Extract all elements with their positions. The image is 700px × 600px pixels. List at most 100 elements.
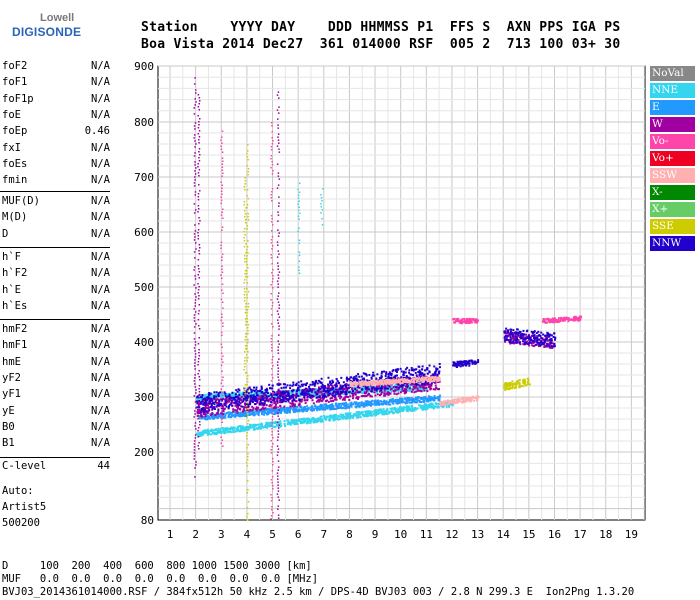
data-point (418, 380, 421, 383)
data-point (342, 406, 345, 409)
data-point (204, 398, 207, 401)
data-point (344, 401, 347, 404)
data-point (257, 409, 260, 412)
data-point (255, 388, 258, 391)
header-labels: Station YYYY DAY DDD HHMMSS P1 FFS S AXN… (141, 20, 621, 35)
data-point (400, 407, 403, 410)
data-point (411, 383, 414, 386)
data-point (239, 411, 242, 414)
data-point (427, 379, 430, 382)
data-point (373, 388, 376, 391)
data-point (391, 398, 394, 401)
data-point (250, 409, 253, 412)
data-point (510, 337, 513, 340)
data-point (259, 397, 262, 400)
data-point (340, 376, 343, 379)
data-point (335, 391, 338, 394)
data-point (551, 317, 554, 320)
data-point (411, 377, 414, 380)
data-point (559, 319, 562, 322)
data-point (254, 395, 257, 398)
data-point (525, 384, 528, 387)
data-point (463, 360, 466, 363)
data-point (302, 392, 305, 395)
data-point (213, 398, 216, 401)
data-point (213, 406, 216, 409)
data-point (310, 394, 313, 397)
data-point (434, 397, 437, 400)
data-point (239, 402, 242, 405)
data-point (510, 341, 513, 344)
data-point (312, 382, 315, 385)
data-point (374, 414, 377, 417)
data-point (422, 374, 425, 377)
data-point (297, 418, 300, 421)
data-point (469, 318, 472, 321)
data-point (413, 387, 416, 390)
data-point (228, 413, 231, 416)
param-name: yE (2, 404, 15, 417)
data-point (368, 388, 371, 391)
data-point (457, 360, 460, 363)
data-point (509, 341, 512, 344)
data-point (297, 387, 300, 390)
data-point (305, 392, 308, 395)
data-point (410, 404, 413, 407)
data-point (355, 412, 358, 415)
data-point (535, 332, 538, 335)
data-point (573, 319, 576, 322)
data-point (422, 378, 425, 381)
data-point (413, 377, 416, 380)
data-point (320, 388, 323, 391)
data-point (395, 402, 398, 405)
data-point (202, 433, 205, 436)
data-point (354, 405, 357, 408)
data-point (472, 395, 475, 398)
data-point (522, 385, 525, 388)
data-point (430, 384, 433, 387)
data-point (343, 386, 346, 389)
data-point (310, 389, 313, 392)
data-point (197, 432, 200, 435)
data-point (233, 411, 236, 414)
data-point (325, 403, 328, 406)
data-point (473, 399, 476, 402)
data-point (431, 405, 434, 408)
data-point (277, 383, 280, 386)
data-point (416, 376, 419, 379)
data-point (419, 372, 422, 375)
param-row: B0 N/A (2, 421, 110, 437)
data-point (405, 384, 408, 387)
data-point (244, 427, 247, 430)
data-point (324, 407, 327, 410)
param-name: M(D) (2, 211, 28, 224)
data-point (522, 334, 525, 337)
data-point (404, 368, 407, 371)
data-point (357, 403, 360, 406)
data-point (546, 339, 549, 342)
data-point (361, 403, 364, 406)
data-point (470, 318, 473, 321)
data-point (427, 377, 430, 380)
data-point (503, 335, 506, 338)
data-point (345, 376, 348, 379)
data-point (424, 408, 427, 411)
data-point (232, 410, 235, 413)
data-point (436, 374, 439, 377)
data-point (389, 386, 392, 389)
data-point (348, 405, 351, 408)
data-point (308, 392, 311, 395)
data-point (387, 403, 390, 406)
data-point (518, 386, 521, 389)
data-point (243, 411, 246, 414)
data-point (350, 376, 353, 379)
data-point (461, 362, 464, 365)
data-point (376, 411, 379, 414)
data-point (271, 387, 274, 390)
data-point (295, 408, 298, 411)
data-point (243, 410, 246, 413)
data-point (397, 378, 400, 381)
data-point (385, 387, 388, 390)
data-point (476, 320, 479, 323)
data-point (331, 392, 334, 395)
